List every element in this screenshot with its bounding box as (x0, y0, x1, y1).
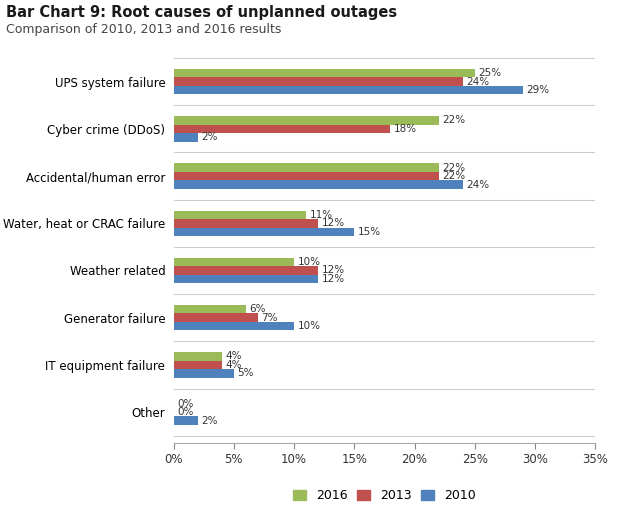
Text: 12%: 12% (322, 274, 345, 284)
Text: 7%: 7% (262, 313, 278, 323)
Text: 18%: 18% (394, 124, 417, 134)
Bar (174, 116, 438, 125)
Bar (174, 322, 294, 330)
Text: 4%: 4% (226, 360, 242, 370)
Text: 10%: 10% (298, 257, 321, 267)
Bar (174, 305, 246, 314)
Bar (174, 219, 318, 228)
Text: 25%: 25% (479, 68, 502, 78)
Text: 0%: 0% (177, 399, 193, 409)
Bar (174, 69, 475, 77)
Bar (174, 172, 438, 180)
Bar (174, 266, 318, 275)
Text: 5%: 5% (237, 369, 254, 378)
Bar (174, 77, 463, 86)
Text: Bar Chart 9: Root causes of unplanned outages: Bar Chart 9: Root causes of unplanned ou… (6, 5, 397, 20)
Text: 6%: 6% (249, 304, 266, 314)
Text: 0%: 0% (177, 407, 193, 417)
Bar (174, 369, 234, 378)
Text: 22%: 22% (442, 162, 466, 173)
Text: 11%: 11% (310, 210, 333, 220)
Text: 12%: 12% (322, 266, 345, 275)
Text: 12%: 12% (322, 218, 345, 228)
Bar (174, 314, 258, 322)
Legend: 2016, 2013, 2010: 2016, 2013, 2010 (288, 484, 480, 507)
Bar (174, 180, 463, 189)
Bar (174, 352, 222, 361)
Bar (174, 361, 222, 369)
Text: 15%: 15% (358, 227, 381, 237)
Text: 24%: 24% (466, 180, 489, 189)
Text: 29%: 29% (526, 85, 550, 95)
Text: 10%: 10% (298, 321, 321, 331)
Bar (174, 86, 523, 94)
Bar (174, 211, 306, 219)
Text: 24%: 24% (466, 76, 489, 87)
Bar (174, 416, 198, 425)
Bar (174, 133, 198, 142)
Bar (174, 228, 354, 236)
Bar (174, 125, 391, 133)
Text: Comparison of 2010, 2013 and 2016 results: Comparison of 2010, 2013 and 2016 result… (6, 23, 281, 36)
Text: 4%: 4% (226, 351, 242, 361)
Bar (174, 275, 318, 283)
Bar (174, 258, 294, 266)
Text: 2%: 2% (202, 416, 218, 426)
Text: 22%: 22% (442, 116, 466, 125)
Bar (174, 163, 438, 172)
Text: 2%: 2% (202, 132, 218, 143)
Text: 22%: 22% (442, 171, 466, 181)
